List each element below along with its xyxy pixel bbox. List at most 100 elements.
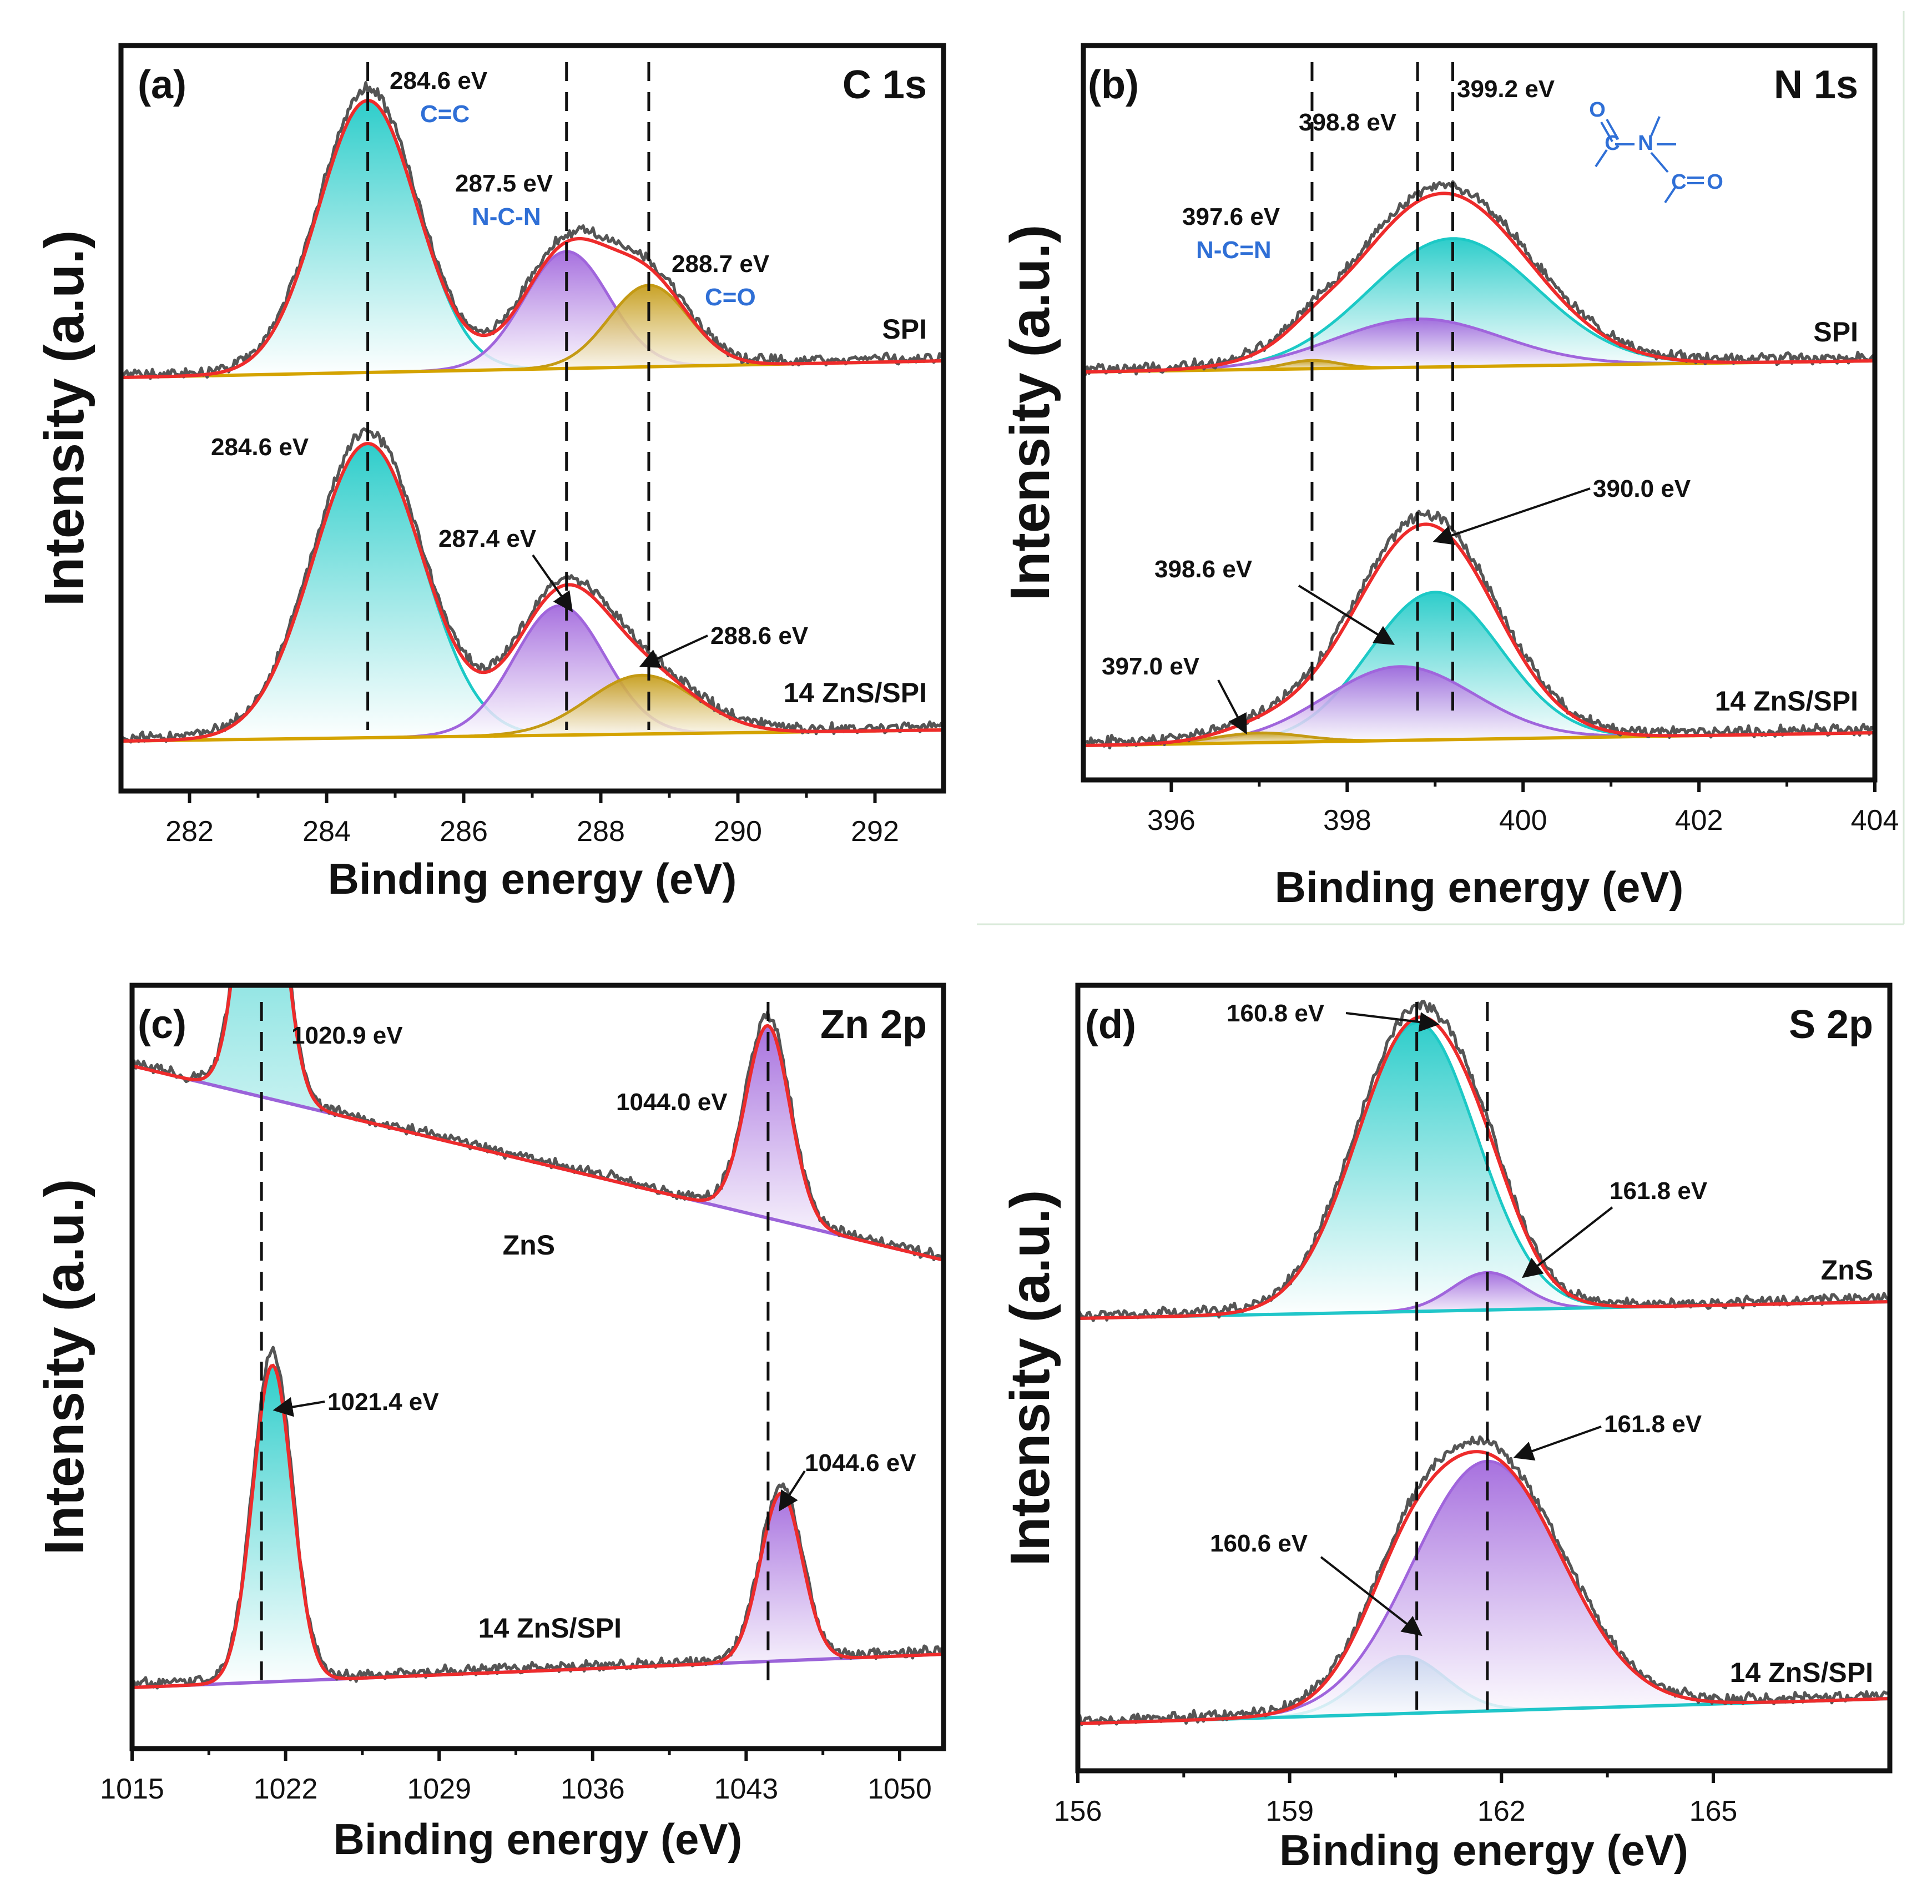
peak-fill-purple [1083, 666, 1875, 746]
plot-area-a [121, 81, 944, 744]
panel-a: SPI 14 ZnS/SPI 282 284 286 288 290 292 Binding e… [33, 43, 946, 903]
bond-line [1595, 149, 1608, 168]
sample-label: 14 ZnS/SPI [478, 1613, 622, 1644]
panel-c: ZnS 14 ZnS/SPI 1015 1022 1029 1036 1043 1050 Bin… [33, 983, 946, 1863]
fit-envelope [1083, 192, 1875, 374]
panel-label: (c) [138, 1003, 186, 1047]
peak-fill-purple [1078, 1461, 1890, 1724]
y-axis-label: Intensity (a.u.) [33, 230, 95, 607]
peak-fill-gold [121, 675, 944, 741]
fit-envelope [121, 441, 944, 743]
fit-envelope [121, 98, 944, 379]
y-axis-label: Intensity (a.u.) [999, 225, 1061, 601]
fit-envelope [1083, 522, 1875, 747]
structure-atom: C [1671, 170, 1686, 194]
annotation-arrow [1217, 679, 1247, 735]
peak-label: 284.6 eV [390, 67, 488, 94]
x-axis-label: Binding energy (eV) [1275, 863, 1684, 911]
x-tick-label: 156 [1054, 1795, 1102, 1827]
peak-label: 288.7 eV [672, 250, 770, 278]
plot-area-b [1083, 180, 1875, 750]
x-tick-label: 292 [851, 815, 899, 848]
peak-label: 399.2 eV [1457, 75, 1555, 103]
x-tick-label: 396 [1147, 804, 1195, 837]
x-tick-label: 404 [1851, 804, 1899, 837]
y-axis-label: Intensity (a.u.) [33, 1179, 95, 1555]
x-axis-label: Binding energy (eV) [1279, 1826, 1688, 1875]
peak-label: 397.6 eV [1182, 203, 1280, 230]
panel-label: (b) [1088, 63, 1139, 107]
peak-fill-purple [121, 251, 944, 377]
peak-fill-teal [121, 100, 944, 377]
peak-label: 398.8 eV [1299, 109, 1397, 136]
fit-envelope [1078, 1015, 1890, 1320]
fit-envelope [132, 1363, 944, 1689]
sample-label: 14 ZnS/SPI [1715, 686, 1858, 717]
bond-label: N-C=N [1196, 236, 1272, 264]
peak-fill-purple [1083, 319, 1875, 372]
panel-label: (a) [138, 63, 186, 107]
sample-label: 14 ZnS/SPI [784, 677, 927, 708]
series-a-0 [121, 81, 944, 380]
plot-area-d [1078, 1000, 1890, 1726]
series-d-1 [1078, 1435, 1890, 1726]
annotation-arrow [639, 634, 708, 668]
y-axis-label: Intensity (a.u.) [999, 1190, 1061, 1566]
x-tick-label: 162 [1477, 1795, 1526, 1827]
panel-title: C 1s [843, 63, 927, 107]
fit-envelope [132, 985, 944, 1262]
bond-line [1600, 122, 1613, 142]
peak-label: 398.6 eV [1154, 556, 1253, 583]
x-tick-label: 1029 [407, 1773, 471, 1805]
x-tick-label: 1036 [561, 1773, 625, 1805]
structure-atom: N [1638, 132, 1653, 155]
peak-label: 397.0 eV [1102, 653, 1200, 680]
annotation-arrow [273, 1397, 325, 1417]
peak-fill-purple [132, 1025, 944, 1260]
panel-label: (d) [1085, 1003, 1136, 1047]
sample-label: SPI [882, 314, 927, 345]
plot-area-c [132, 985, 944, 1690]
fit-envelope [1078, 1450, 1890, 1725]
x-axis-label: Binding energy (eV) [334, 1815, 743, 1863]
structure-atom: C [1605, 132, 1620, 155]
peak-label: 160.8 eV [1227, 1000, 1325, 1027]
peak-label: 161.8 eV [1610, 1177, 1708, 1205]
sample-label: ZnS [1821, 1255, 1873, 1286]
series-a-1 [121, 427, 944, 744]
panel-b: SPI 14 ZnS/SPI 396 398 400 402 404 Binding ener… [999, 43, 1899, 911]
peak-label: 287.5 eV [455, 170, 553, 197]
series-b-0 [1083, 180, 1875, 376]
peak-label: 287.4 eV [438, 525, 537, 552]
peak-fill-purple [121, 606, 944, 741]
annotation-arrow [532, 554, 573, 612]
x-tick-label: 288 [577, 815, 625, 848]
annotation-arrow [779, 1470, 806, 1512]
plot-frame [1075, 983, 1893, 1774]
peak-fill-teal [1078, 1022, 1890, 1318]
series-c-0 [132, 985, 944, 1262]
x-tick-label: 159 [1265, 1795, 1314, 1827]
x-tick-label: 1043 [714, 1773, 779, 1805]
peak-label: 1020.9 eV [291, 1022, 403, 1049]
series-d-0 [1078, 1000, 1890, 1322]
bond-line [1606, 119, 1619, 139]
bond-label: N-C-N [472, 203, 541, 230]
x-tick-label: 1015 [100, 1773, 164, 1805]
annotation-arrow [1298, 585, 1395, 645]
annotation-arrow [1345, 1012, 1440, 1032]
bond-line [1650, 152, 1669, 173]
x-tick-label: 402 [1675, 804, 1723, 837]
peak-label: 284.6 eV [211, 434, 309, 461]
panel-title: S 2p [1789, 1003, 1873, 1047]
x-tick-label: 400 [1499, 804, 1547, 837]
peak-fill-purple [1078, 1272, 1890, 1318]
x-tick-label: 290 [714, 815, 762, 848]
raw-spectrum [1078, 1435, 1890, 1726]
raw-spectrum [132, 985, 944, 1261]
series-b-1 [1083, 509, 1875, 750]
panel-title: N 1s [1774, 63, 1858, 107]
bond-line [1650, 116, 1661, 137]
x-axis-label: Binding energy (eV) [328, 854, 737, 903]
